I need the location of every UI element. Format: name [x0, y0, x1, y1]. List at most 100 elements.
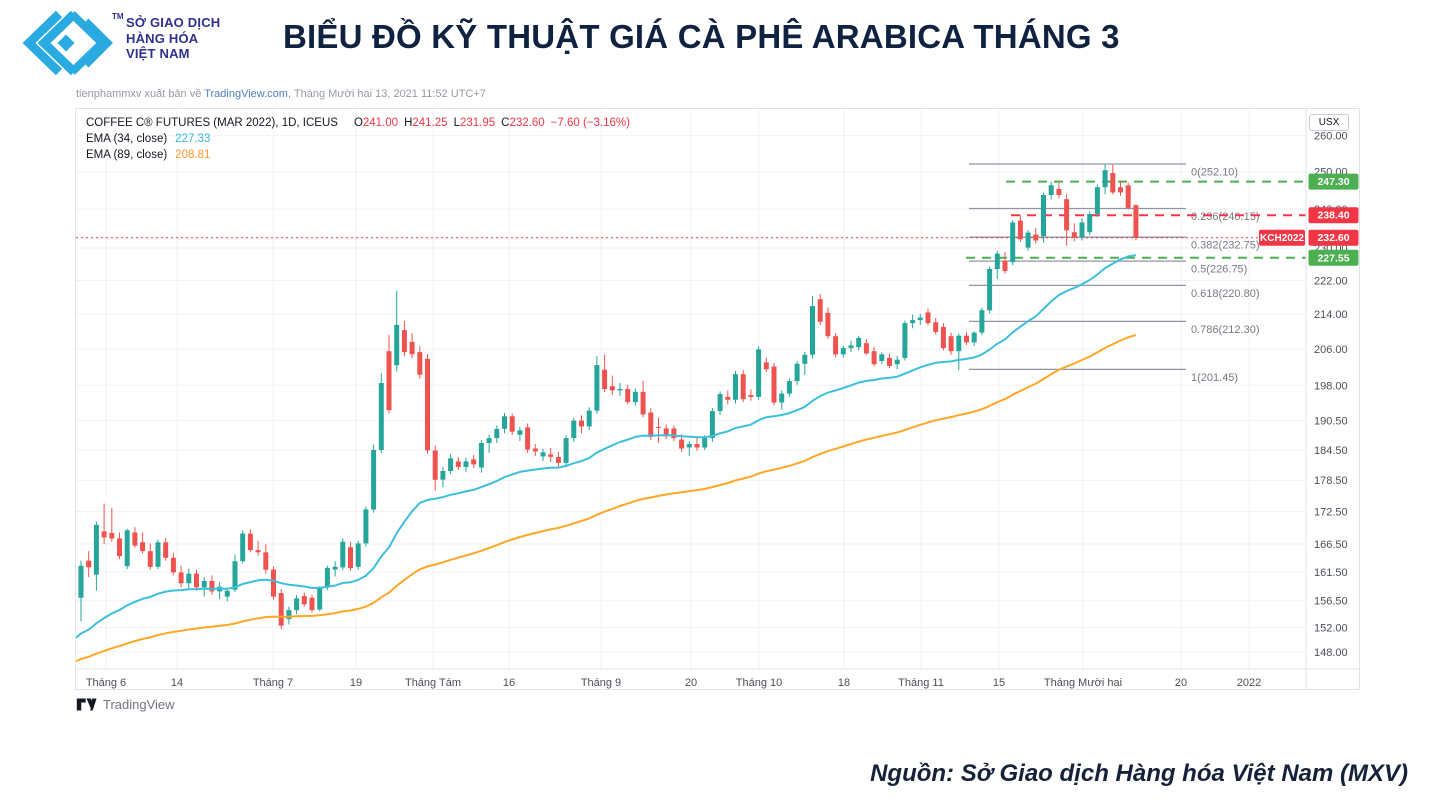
candle: [1041, 195, 1046, 237]
close-label: C: [501, 117, 510, 129]
contract-tag-label: KCH2022: [1260, 233, 1304, 244]
ema89-value: 208.81: [175, 149, 211, 161]
candle: [517, 430, 523, 435]
chart-legend: COFFEE C® FUTURES (MAR 2022), 1D, ICEUS O…: [86, 116, 630, 164]
candle: [494, 428, 500, 439]
chart-plot-area[interactable]: 0(252.10) 0.236(240.15) 0.382(232.75) 0.5(2…: [76, 109, 1359, 689]
candle: [602, 369, 608, 389]
candle: [632, 391, 638, 403]
candle: [679, 439, 685, 449]
ema89-label[interactable]: EMA (89, close): [86, 149, 168, 161]
candle: [763, 362, 769, 370]
fib-level-label: 0.236(240.15): [1191, 211, 1260, 223]
candle: [509, 416, 515, 432]
open-value: 241.00: [362, 117, 399, 129]
candle: [109, 533, 115, 539]
time-axis-label: Tháng 6: [86, 677, 126, 689]
candle: [840, 348, 846, 355]
candle: [733, 374, 738, 400]
candle: [1010, 222, 1016, 263]
price-badge-label: 232.60: [1317, 232, 1349, 244]
candle: [93, 524, 99, 575]
candle: [317, 588, 323, 610]
ema89-line[interactable]: [76, 334, 1137, 663]
price-badge: [1308, 249, 1359, 266]
price-axis-label: 184.50: [1314, 445, 1348, 457]
candle: [209, 581, 215, 592]
currency-unit-button[interactable]: USX: [1309, 114, 1349, 131]
candle: [748, 395, 754, 397]
candle: [1110, 173, 1116, 193]
candle: [163, 542, 169, 558]
candle: [779, 393, 785, 403]
candle: [1071, 232, 1077, 238]
candle: [78, 565, 84, 598]
candles: [78, 164, 1139, 630]
fib-level-label: 0.618(220.80): [1191, 288, 1260, 300]
fib-level-label: 0.5(226.75): [1191, 264, 1247, 276]
symbol-title[interactable]: COFFEE C® FUTURES (MAR 2022), 1D, ICEUS: [86, 117, 338, 129]
candle: [956, 335, 962, 352]
candle: [324, 568, 330, 587]
candle: [548, 454, 554, 457]
time-axis-label: Tháng Tám: [405, 677, 461, 689]
candle: [478, 443, 484, 468]
ema34-value: 227.33: [175, 133, 211, 145]
candle: [1102, 170, 1108, 188]
candle: [425, 358, 430, 451]
candle: [170, 557, 176, 573]
candle: [579, 420, 584, 427]
candle: [525, 427, 531, 450]
time-axis-label: 20: [1175, 677, 1187, 689]
ema34-label[interactable]: EMA (34, close): [86, 133, 168, 145]
fib-retracement[interactable]: 0(252.10) 0.236(240.15) 0.382(232.75) 0.5(2…: [969, 163, 1260, 384]
candle: [532, 448, 538, 452]
candle: [817, 299, 823, 322]
change-value: −7.60 (−3.16%): [550, 117, 630, 129]
price-axis-label: 260.00: [1314, 131, 1348, 143]
candle: [263, 552, 269, 570]
candle: [1017, 220, 1023, 240]
candle: [810, 306, 815, 355]
candle: [625, 389, 631, 403]
candle: [386, 351, 392, 411]
candle: [964, 335, 969, 343]
candle: [401, 330, 407, 353]
candle: [994, 253, 1000, 269]
candle: [355, 543, 361, 567]
candle: [948, 336, 954, 352]
candle: [132, 532, 138, 546]
candle: [440, 471, 446, 480]
candle: [987, 269, 993, 311]
contract-tag: [1259, 229, 1305, 246]
low-value: 231.95: [459, 117, 496, 129]
candle: [432, 450, 438, 480]
price-axis-label: 222.00: [1314, 275, 1348, 287]
trademark-symbol: TM: [112, 12, 124, 21]
tradingview-attribution[interactable]: TradingView: [76, 697, 175, 712]
candle: [594, 365, 600, 411]
candle: [378, 383, 384, 450]
tradingview-link[interactable]: TradingView.com: [204, 88, 288, 100]
candle: [563, 438, 569, 463]
candle: [717, 394, 723, 412]
candle: [124, 530, 130, 567]
candle: [363, 509, 369, 544]
candle: [186, 573, 192, 584]
price-axis-label: 190.50: [1314, 416, 1348, 428]
ema34-line[interactable]: [76, 254, 1137, 639]
candle: [771, 366, 777, 403]
time-axis-label: Tháng Mười hai: [1044, 677, 1122, 689]
fib-level-label: 0.786(212.30): [1191, 324, 1260, 336]
tradingview-label: TradingView: [103, 697, 175, 712]
candle: [1079, 222, 1085, 238]
candle: [140, 542, 146, 552]
candle: [1002, 260, 1008, 272]
candle: [971, 332, 977, 343]
candle: [887, 357, 892, 366]
candle: [571, 420, 577, 439]
candle: [902, 323, 908, 358]
candle: [640, 391, 646, 415]
candle: [448, 458, 454, 471]
